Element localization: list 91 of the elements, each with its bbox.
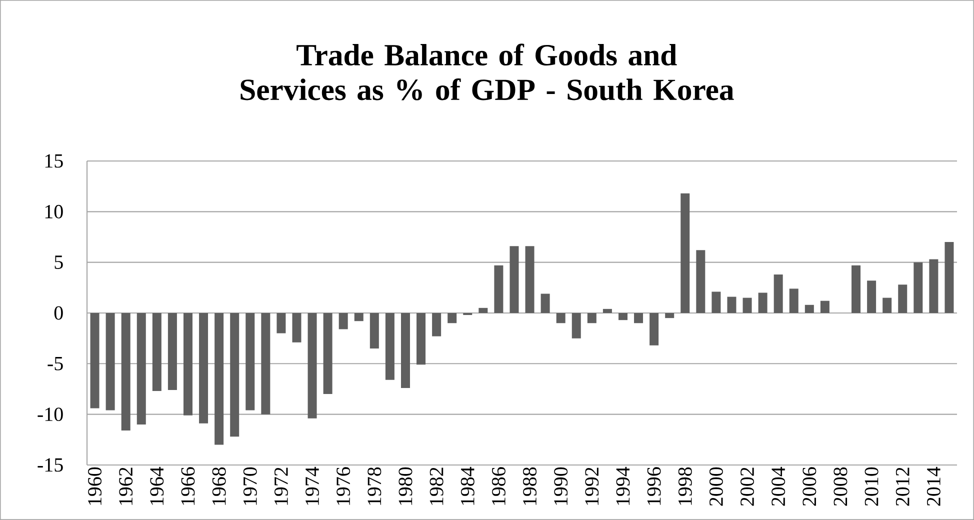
bar xyxy=(789,288,798,313)
bar xyxy=(556,312,566,324)
y-tick-label: -10 xyxy=(38,408,63,422)
x-tick-label: 1968 xyxy=(212,467,226,505)
bar xyxy=(136,312,146,424)
y-tick-label: 5 xyxy=(54,256,63,269)
bar xyxy=(914,262,923,313)
x-tick-label: 1974 xyxy=(306,466,319,505)
x-tick-label: 1960 xyxy=(88,467,102,505)
x-tick-label: 1996 xyxy=(647,467,661,505)
bar xyxy=(106,312,115,410)
y-tick-label: 0 xyxy=(54,306,63,320)
x-tick-label: 2004 xyxy=(772,466,786,506)
bar xyxy=(168,312,177,390)
x-tick-label: 1984 xyxy=(460,466,474,505)
bar xyxy=(929,259,938,313)
bar xyxy=(385,312,394,380)
bar xyxy=(354,312,364,322)
x-tick-label: 1962 xyxy=(119,468,133,505)
bar xyxy=(494,265,504,313)
chart-title: Trade Balance of Goods and Services as % of GDP - South Korea xyxy=(240,44,734,100)
x-tick-label: 1992 xyxy=(585,468,599,505)
y-tick-label: -15 xyxy=(38,458,63,472)
bar xyxy=(230,312,240,437)
x-tick-label: 1998 xyxy=(678,467,692,505)
bar xyxy=(712,292,721,313)
bar xyxy=(370,312,379,348)
bar xyxy=(510,246,519,313)
bar xyxy=(944,242,954,313)
x-tick-label: 1970 xyxy=(243,467,257,505)
bar xyxy=(867,280,876,313)
bar xyxy=(525,246,534,313)
x-tick-label: 2002 xyxy=(740,468,754,506)
x-tick-label: 2008 xyxy=(834,467,848,506)
y-tick-label: 10 xyxy=(45,204,63,218)
bar xyxy=(199,312,208,424)
bar xyxy=(338,312,348,330)
x-tick-label: 2000 xyxy=(709,467,723,506)
y-tick-label: 15 xyxy=(45,154,63,168)
bar xyxy=(323,312,332,394)
bar xyxy=(246,312,255,410)
bar xyxy=(448,312,457,324)
bar xyxy=(650,312,659,346)
bar xyxy=(852,265,861,313)
bar xyxy=(774,274,783,313)
bar xyxy=(587,312,596,324)
bar xyxy=(696,250,706,313)
x-tick-label: 1980 xyxy=(398,467,412,505)
x-tick-label: 2014 xyxy=(926,466,940,506)
bar xyxy=(463,312,472,316)
bar xyxy=(90,312,100,408)
bar xyxy=(121,312,130,431)
x-tick-label: 2006 xyxy=(802,467,816,506)
x-tick-label: 1976 xyxy=(336,467,350,505)
x-tick-label: 1966 xyxy=(181,467,195,505)
x-tick-label: 1988 xyxy=(523,467,537,505)
bar xyxy=(261,312,270,414)
bar xyxy=(183,312,192,416)
bar xyxy=(602,308,612,313)
bar xyxy=(478,308,488,313)
x-tick-label: 2012 xyxy=(896,468,910,506)
bar xyxy=(572,312,581,338)
bar xyxy=(898,284,908,313)
bar xyxy=(742,298,752,313)
bar xyxy=(758,292,768,313)
bar xyxy=(276,312,286,334)
bar xyxy=(432,312,442,336)
bar xyxy=(665,312,674,318)
y-tick-label: -5 xyxy=(48,357,63,370)
x-tick-label: 1994 xyxy=(616,466,630,505)
x-tick-label: 1978 xyxy=(368,467,382,505)
bar xyxy=(400,312,410,388)
x-tick-label: 1972 xyxy=(274,468,288,505)
x-tick-label: 2010 xyxy=(864,467,878,506)
bar xyxy=(214,312,224,445)
bar xyxy=(882,298,892,313)
bar xyxy=(634,312,644,324)
bar xyxy=(308,312,317,418)
x-tick-label: 1986 xyxy=(492,467,506,505)
bar xyxy=(540,294,550,313)
bar xyxy=(727,296,736,313)
bar xyxy=(680,193,690,313)
bar xyxy=(820,300,830,313)
bar xyxy=(804,304,814,313)
x-tick-label: 1964 xyxy=(150,466,164,505)
bar xyxy=(152,312,162,392)
bar xyxy=(416,312,426,365)
bar xyxy=(292,312,302,342)
x-tick-label: 1982 xyxy=(430,468,444,505)
x-tick-label: 1990 xyxy=(554,467,568,505)
bar xyxy=(618,312,628,320)
